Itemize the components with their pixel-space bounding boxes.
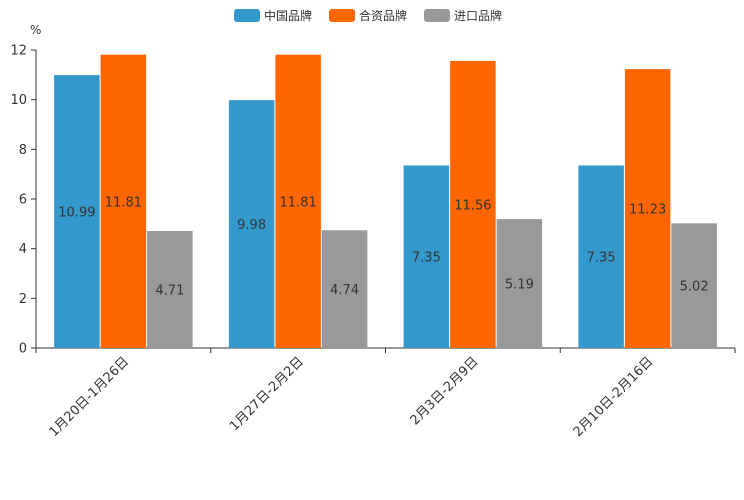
bar	[450, 60, 496, 348]
y-tick-label: 12	[10, 44, 27, 59]
bar-value-label: 7.35	[587, 251, 616, 266]
y-tick-label: 2	[19, 292, 27, 307]
bar	[403, 165, 450, 348]
y-tick-label: 10	[10, 93, 27, 108]
bar-value-label: 11.56	[454, 198, 491, 213]
legend-swatch	[234, 9, 260, 22]
legend-swatch	[329, 9, 355, 22]
bar	[275, 54, 321, 349]
bar	[671, 223, 717, 348]
bars	[54, 54, 717, 349]
bar-value-label: 4.74	[330, 283, 359, 298]
bar-value-label: 11.81	[280, 195, 317, 210]
legend-item: 中国品牌	[234, 8, 312, 23]
bar	[578, 165, 624, 348]
legend-item: 进口品牌	[424, 9, 502, 23]
bar-value-label: 7.35	[412, 251, 441, 266]
x-tick-label: 1月20日-1月26日	[46, 354, 132, 440]
y-axis: 0 2 4 6 8 10 12	[10, 44, 37, 357]
x-tick-label: 1月27日-2月2日	[227, 354, 307, 434]
bar	[321, 230, 368, 348]
bar-value-label: 10.99	[58, 206, 95, 221]
legend-label: 合资品牌	[359, 8, 407, 23]
bar	[54, 75, 100, 348]
bar	[496, 219, 543, 348]
legend-label: 中国品牌	[264, 8, 312, 23]
y-tick-label: 6	[19, 193, 27, 208]
legend-label: 进口品牌	[454, 9, 502, 23]
y-tick-label: 8	[19, 143, 27, 158]
bar-value-label: 5.19	[505, 278, 534, 293]
y-tick-label: 0	[19, 342, 27, 357]
legend: 中国品牌 合资品牌 进口品牌	[234, 8, 502, 23]
y-tick-label: 4	[19, 242, 27, 257]
bar-value-label: 4.71	[155, 284, 184, 299]
bar-value-label: 9.98	[237, 218, 266, 233]
bar	[147, 231, 193, 348]
bar-value-label: 11.81	[105, 195, 142, 210]
data-labels: 10.99 11.81 4.71 9.98 11.81 4.74 7.35 11.56 5.19…	[58, 195, 708, 298]
bar	[228, 100, 275, 348]
x-tick-label: 2月3日-2月9日	[408, 354, 482, 428]
bar	[100, 54, 147, 349]
bar-value-label: 5.02	[680, 280, 709, 295]
x-axis: 1月20日-1月26日 1月27日-2月2日 2月3日-2月9日 2月10日-2月16…	[35, 347, 736, 440]
y-axis-unit-label: %	[30, 23, 41, 37]
bar	[624, 69, 671, 348]
legend-item: 合资品牌	[329, 8, 407, 23]
x-tick-label: 2月10日-2月16日	[571, 354, 657, 440]
legend-swatch	[424, 9, 450, 22]
bar-value-label: 11.23	[629, 203, 666, 218]
